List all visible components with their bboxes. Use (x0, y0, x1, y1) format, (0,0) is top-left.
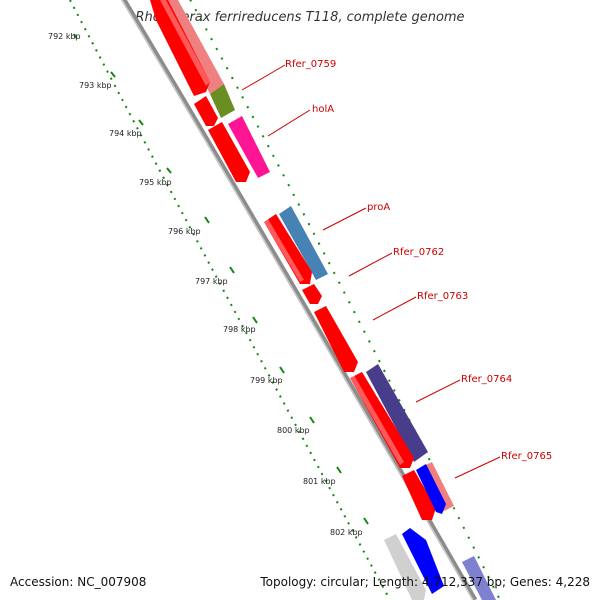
kbp-label: 797 kbp (195, 277, 228, 286)
kbp-label: 795 kbp (139, 178, 172, 187)
gene-arrow[interactable] (194, 96, 218, 126)
gene-arrow[interactable] (150, 0, 210, 96)
kbp-label: 794 kbp (109, 129, 142, 138)
gene-arrow[interactable] (314, 306, 358, 372)
gene-arrow[interactable] (384, 534, 426, 600)
map-title: Rhodoferax ferrireducens T118, complete … (135, 10, 465, 25)
gene-arrow[interactable] (279, 206, 328, 280)
ruler-labels: 792 kbp 793 kbp 794 kbp 795 kbp 796 kbp … (48, 32, 363, 537)
kbp-label: 792 kbp (48, 32, 81, 41)
gene-arrow[interactable] (402, 528, 444, 594)
ruler-ticks (73, 33, 369, 525)
gene-label-rfer-0759[interactable]: Rfer_0759 (285, 59, 336, 70)
gene-arrow[interactable] (416, 464, 446, 514)
gene-arrow[interactable] (264, 214, 312, 284)
gene-arrow[interactable] (210, 84, 235, 118)
accession-text: Accession: NC_007908 (10, 575, 147, 589)
label-leaders (241, 64, 501, 479)
gene-arrow[interactable] (402, 470, 436, 520)
outer-tick-track (189, 0, 501, 600)
gene-label-proa[interactable]: proA (367, 202, 390, 213)
kbp-label: 800 kbp (277, 426, 310, 435)
kbp-label: 801 kbp (303, 477, 336, 486)
gene-label-rfer-0762[interactable]: Rfer_0762 (393, 247, 444, 258)
kbp-label: 796 kbp (168, 227, 201, 236)
ruler-track (69, 0, 391, 600)
gene-label-rfer-0764[interactable]: Rfer_0764 (461, 374, 512, 385)
kbp-label: 798 kbp (223, 325, 256, 334)
gene-label-hola[interactable]: holA (312, 104, 334, 115)
kbp-label: 802 kbp (330, 528, 363, 537)
gene-arrow[interactable] (228, 116, 270, 178)
gene-arrow[interactable] (462, 556, 496, 600)
gene-arrow[interactable] (208, 122, 250, 182)
gene-label-rfer-0763[interactable]: Rfer_0763 (417, 291, 468, 302)
reverse-strand-genes (150, 0, 444, 600)
genome-summary-text: Topology: circular; Length: 4,712,337 bp… (260, 575, 590, 589)
gene-label-rfer-0765[interactable]: Rfer_0765 (501, 451, 552, 462)
kbp-label: 793 kbp (79, 81, 112, 90)
gene-labels: Rfer_0759 holA proA Rfer_0762 Rfer_0763 … (285, 59, 552, 462)
gene-arrow[interactable] (350, 372, 414, 468)
kbp-label: 799 kbp (250, 376, 283, 385)
gene-arrow[interactable] (302, 284, 322, 304)
gene-shading (160, 0, 404, 465)
gene-arrow[interactable] (366, 364, 428, 462)
